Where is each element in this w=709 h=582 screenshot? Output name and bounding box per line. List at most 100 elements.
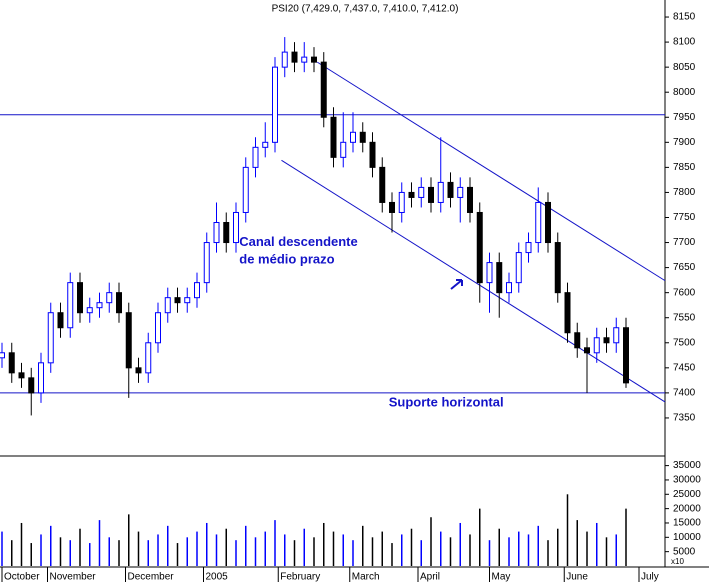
y2-tick-label: 25000 <box>673 489 701 500</box>
candle-body <box>311 56 317 63</box>
y-tick-label: 7700 <box>673 237 696 248</box>
candle-body <box>38 362 44 394</box>
candle-body <box>476 211 483 284</box>
x-tick-label: May <box>492 572 511 582</box>
candle-body <box>389 201 395 213</box>
candle-body <box>623 327 629 384</box>
candle-body <box>603 337 610 344</box>
candle-body <box>262 141 269 148</box>
candle-body <box>86 307 93 314</box>
candle-body <box>194 282 200 299</box>
candle-body <box>545 201 551 244</box>
x-tick-label: June <box>566 572 588 582</box>
candle-body <box>96 302 103 309</box>
candle-body <box>379 166 386 203</box>
candle-body <box>408 191 415 198</box>
y-tick-label: 7800 <box>673 187 696 198</box>
candle-body <box>447 181 454 198</box>
x-tick-label: 2005 <box>206 572 229 582</box>
x-tick-label: December <box>128 572 175 582</box>
candle-body <box>164 297 171 314</box>
candle-body <box>340 141 347 158</box>
candle-body <box>252 146 259 168</box>
y2-tick-label: 35000 <box>673 460 701 471</box>
annotation: Canal descendente <box>239 234 358 249</box>
y-tick-label: 8050 <box>673 62 696 73</box>
candle-body <box>554 242 561 294</box>
y2-tick-label: 30000 <box>673 475 701 486</box>
candle-body <box>116 292 122 314</box>
x-tick-label: April <box>420 572 440 582</box>
candle-body <box>135 367 142 374</box>
candle-body <box>467 186 473 213</box>
candle-body <box>506 282 512 294</box>
candle-body <box>359 131 366 143</box>
y2-tick-label: 5000 <box>673 546 696 557</box>
y2-tick-label: 20000 <box>673 503 701 514</box>
candle-body <box>593 337 600 354</box>
candle-body <box>77 282 83 314</box>
candle-body <box>369 141 376 168</box>
candle-body <box>18 372 25 379</box>
candle-body <box>291 51 298 63</box>
candle-body <box>584 347 590 354</box>
candle-body <box>428 186 434 203</box>
y-tick-label: 7600 <box>673 287 696 298</box>
candle-body <box>613 327 620 344</box>
candle-body <box>281 51 288 68</box>
annotation: Suporte horizontal <box>389 394 504 409</box>
candle-body <box>515 252 522 284</box>
x-tick-label: July <box>641 572 659 582</box>
candle-body <box>320 61 327 118</box>
candle-body <box>223 222 230 244</box>
x-tick-label: October <box>4 572 40 582</box>
candle-body <box>145 342 152 374</box>
candle-body <box>301 56 308 63</box>
y-tick-label: 7850 <box>673 162 696 173</box>
y-tick-label: 8150 <box>673 12 696 23</box>
candle-body <box>184 297 191 304</box>
x-tick-label: March <box>352 572 380 582</box>
y-tick-label: 8100 <box>673 37 696 48</box>
y-tick-label: 7450 <box>673 362 696 373</box>
candle-body <box>564 292 571 334</box>
y-tick-label: 7950 <box>673 112 696 123</box>
candle-body <box>418 186 425 198</box>
candle-body <box>47 312 54 364</box>
y-tick-label: 7650 <box>673 262 696 273</box>
candle-body <box>174 297 181 304</box>
candle-body <box>28 377 35 394</box>
candle-body <box>525 242 532 254</box>
candle-body <box>535 201 542 244</box>
y-tick-label: 7750 <box>673 212 696 223</box>
y2-tick-label: 10000 <box>673 532 701 543</box>
candle-body <box>350 131 356 143</box>
x-tick-label: November <box>50 572 97 582</box>
candle-body <box>496 262 503 294</box>
y-tick-label: 7500 <box>673 337 696 348</box>
candle-body <box>0 352 5 359</box>
candle-body <box>233 211 239 244</box>
y2-tick-label: 15000 <box>673 518 701 529</box>
volume-unit: x10 <box>671 557 684 566</box>
arrow <box>450 279 463 290</box>
candle-body <box>8 352 15 374</box>
y-tick-label: 7900 <box>673 137 696 148</box>
candle-body <box>155 312 161 344</box>
trend-line <box>316 61 666 282</box>
y-tick-label: 7550 <box>673 312 696 323</box>
candle-body <box>486 262 493 284</box>
candle-body <box>67 282 74 329</box>
candle-body <box>330 116 337 158</box>
chart-title: PSI20 (7,429.0, 7,437.0, 7,410.0, 7,412.… <box>272 4 459 15</box>
candle-body <box>242 166 249 213</box>
candle-body <box>457 186 464 198</box>
candle-body <box>574 332 581 349</box>
candle-body <box>213 222 220 244</box>
candle-body <box>203 242 210 284</box>
candle-body <box>437 181 444 203</box>
candle-body <box>57 312 64 329</box>
trend-line <box>281 159 666 403</box>
candle-body <box>125 312 132 369</box>
x-tick-label: February <box>280 572 320 582</box>
